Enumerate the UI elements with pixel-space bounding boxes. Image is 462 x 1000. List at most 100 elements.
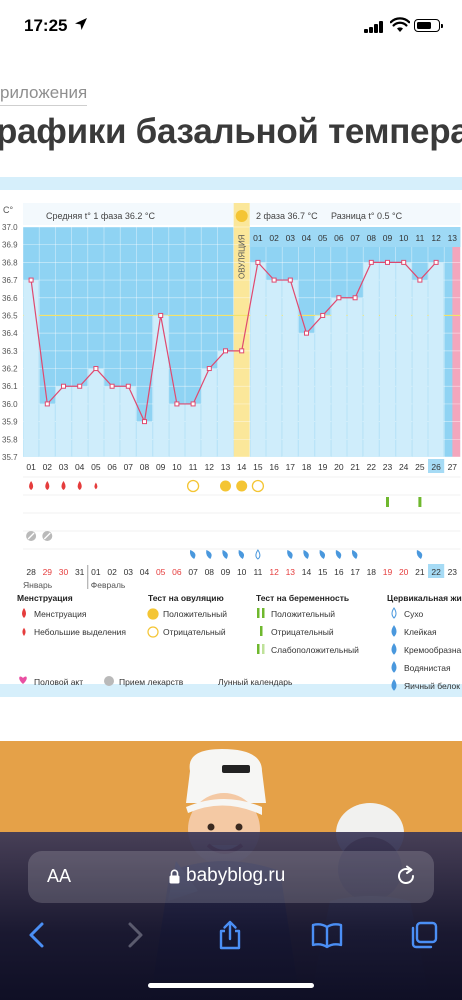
back-icon[interactable] [22,920,54,950]
ovulation-label: ОВУЛЯЦИЯ [238,234,247,279]
phase2-day-label: 02 [269,233,279,243]
y-tick-label: 35.8 [2,435,18,444]
temperature-column [104,386,120,457]
mucus-creamy-icon [351,550,358,559]
tabs-icon[interactable] [408,920,440,950]
temperature-column [428,262,444,457]
today-highlight [428,564,445,578]
temperature-column [23,280,39,457]
calendar-day-label: 30 [59,567,69,577]
legend-ovulation-icon [147,626,159,638]
clock: 17:25 [24,16,68,35]
cycle-day-label: 19 [318,462,328,472]
address-bar[interactable]: AA babyblog.ru [28,851,434,903]
temperature-column [250,262,266,457]
temperature-point [304,330,309,336]
y-tick-label: 36.4 [2,329,18,338]
calendar-day-label: 14 [302,567,312,577]
location-arrow-icon [75,18,87,30]
temperature-point [109,383,115,389]
share-icon[interactable] [214,920,246,950]
mucus-dry-icon [255,549,261,560]
ovulation-test-negative-icon [251,479,265,493]
cycle-day-label: 18 [302,462,312,472]
temperature-column [72,386,88,457]
phase2-day-label: 04 [302,233,312,243]
breadcrumb[interactable]: риложения [0,83,88,106]
home-indicator[interactable] [148,983,314,988]
cycle-day-label: 10 [172,462,182,472]
legend-mucus-icon [391,661,397,673]
temperature-column [282,280,298,457]
mucus-creamy-icon [416,550,423,559]
phase2-day-label: 01 [253,233,263,243]
legend-drop-icon [22,627,26,636]
legend-item: Положительный [163,609,227,619]
bookmarks-icon[interactable] [311,920,343,950]
reload-icon[interactable] [395,865,417,887]
forward-icon[interactable] [118,920,150,950]
current-day-highlight [428,459,445,473]
y-tick-label: 36.8 [2,258,18,267]
calendar-day-label: 20 [399,567,409,577]
legend-item: Лунный календарь [218,677,293,687]
mucus-creamy-icon [238,550,245,559]
cellular-signal-icon [364,20,384,33]
legend-mucus-icon [391,679,397,691]
temperature-point [61,383,66,389]
temperature-column [347,297,363,457]
temperature-point [336,295,342,301]
url-text[interactable]: babyblog.ru [186,865,286,886]
temperature-column [169,403,185,457]
legend-pregnancy-icon [257,644,260,654]
legend-title: Тест на беременность [256,593,349,603]
cycle-day-label: 26 [431,462,441,472]
next-cycle-strip [452,227,461,457]
cycle-day-label: 16 [269,462,279,472]
calendar-day-label: 21 [415,567,425,577]
legend-item: Прием лекарств [119,677,184,687]
cycle-day-label: 21 [350,462,360,472]
calendar-day-label: 11 [253,567,262,577]
temperature-point [44,401,50,407]
cycle-day-label: 02 [43,462,53,472]
temperature-column [185,403,201,457]
medicine-icon-stroke [27,532,35,540]
calendar-day-label: 13 [286,567,296,577]
mucus-creamy-icon [189,550,196,559]
cycle-day-label: 11 [189,462,198,472]
legend-item: Половой акт [34,677,83,687]
y-axis-unit: C° [3,205,13,215]
cycle-day-label: 01 [26,462,36,472]
temperature-column [120,386,136,457]
legend-pregnancy-icon [262,608,265,618]
temperature-point [287,277,293,283]
y-tick-label: 36.2 [2,365,18,374]
legend-item: Клейкая [404,627,437,637]
temperature-column [55,386,72,457]
temperature-point [401,259,407,265]
reader-settings-button[interactable]: AA [47,866,72,886]
calendar-day-label: 04 [140,567,150,577]
cycle-day-label: 22 [367,462,377,472]
calendar-day-label: 31 [75,567,85,577]
cycle-day-label: 03 [59,462,69,472]
phase2-day-label: 06 [334,233,344,243]
legend-item: Менструация [34,609,87,619]
menstruation-drop-icon [45,481,50,490]
temperature-point [417,277,423,283]
legend-pregnancy-icon [262,644,265,654]
pregnancy-test-icon [418,497,422,507]
battery-icon [414,19,443,32]
calendar-day-label: 08 [205,567,215,577]
phase2-day-label: 12 [431,233,441,243]
temperature-point [223,348,228,354]
cycle-day-label: 09 [156,462,166,472]
y-tick-label: 36.0 [2,400,18,409]
legend-ovulation-icon [147,608,159,620]
y-tick-label: 36.9 [2,241,18,250]
y-tick-label: 35.9 [2,418,18,427]
phase2-day-label: 13 [448,233,458,243]
phase2-day-label: 08 [367,233,377,243]
